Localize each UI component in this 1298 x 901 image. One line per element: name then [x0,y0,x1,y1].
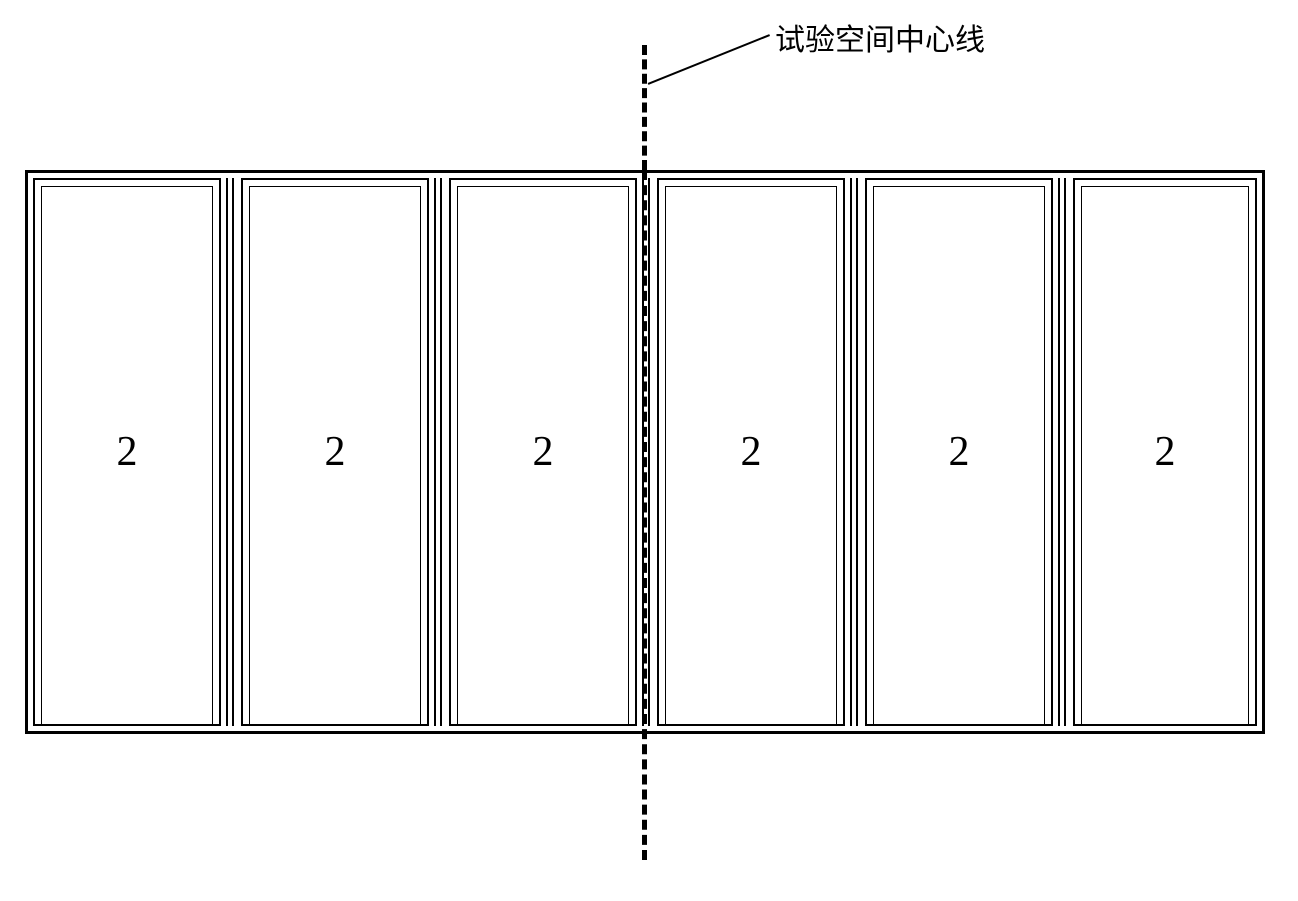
panel-label: 2 [741,428,762,476]
centerline-bottom [642,170,647,860]
panel: 2 [241,178,429,726]
hinge-line [648,178,650,726]
panel: 2 [865,178,1053,726]
panel: 2 [657,178,845,726]
panel-label: 2 [1155,428,1176,476]
hinge-line [226,178,228,726]
panel: 2 [1073,178,1257,726]
panel-label: 2 [325,428,346,476]
hinge-line [440,178,442,726]
hinge-line [1058,178,1060,726]
hinge-line [850,178,852,726]
hinge-line [232,178,234,726]
hinge-line [856,178,858,726]
panel-label: 2 [117,428,138,476]
centerline-top [642,45,647,170]
panel: 2 [449,178,637,726]
centerline-label: 试验空间中心线 [775,15,985,59]
leader-line [647,34,770,85]
panel: 2 [33,178,221,726]
panel-label: 2 [533,428,554,476]
hinge-line [434,178,436,726]
diagram-container: 试验空间中心线 2 2 2 2 2 2 [0,0,1298,901]
hinge-line [1064,178,1066,726]
panel-label: 2 [949,428,970,476]
